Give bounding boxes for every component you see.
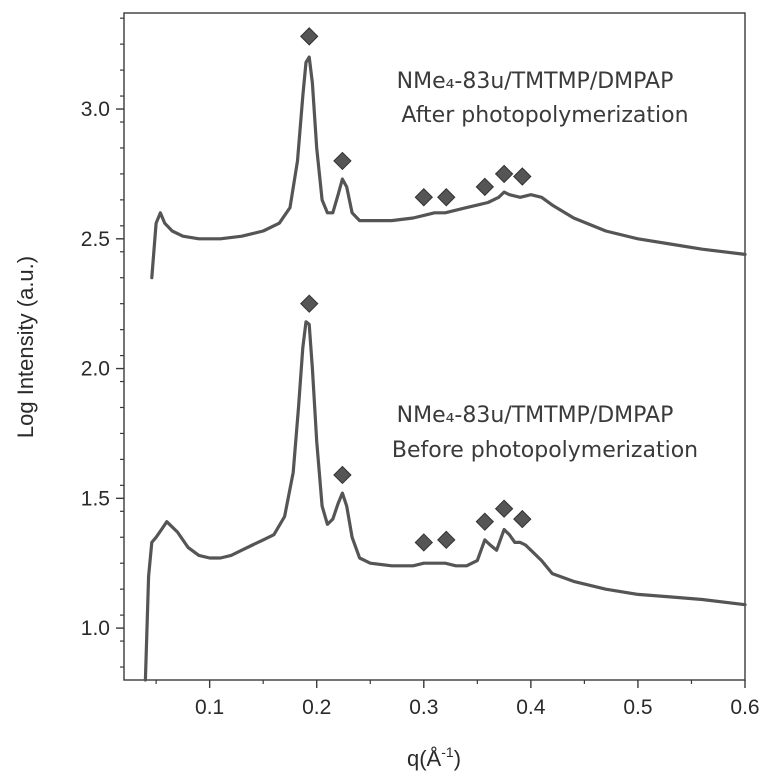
peak-diamond-marker	[300, 294, 319, 313]
peak-diamond-marker	[414, 188, 434, 207]
peak-marker-layer	[300, 27, 532, 552]
y-axis-title: Log Intensity (a.u.)	[13, 256, 38, 438]
after-annotation-line-2: After photopolymerization	[401, 103, 688, 128]
axis-title-layer: q(Å-1) Log Intensity (a.u.)	[13, 256, 461, 771]
x-tick-label: 0.2	[302, 696, 331, 719]
peak-diamond-marker	[475, 177, 495, 197]
x-tick-label: 0.4	[516, 696, 546, 719]
peak-diamond-marker	[437, 188, 456, 207]
peak-diamond-marker	[494, 499, 514, 518]
before-annotation-line-1: NMe₄-83u/TMTMP/DMPAP	[397, 403, 674, 428]
y-tick-label: 1.5	[81, 487, 110, 510]
peak-diamond-marker	[414, 533, 434, 552]
y-tick-label: 2.0	[81, 358, 110, 381]
x-tick-label: 0.3	[409, 696, 438, 719]
x-axis-title-close: )	[454, 746, 461, 771]
plot-area-border	[123, 12, 746, 681]
peak-diamond-marker	[475, 512, 495, 531]
x-tick-label: 0.6	[730, 696, 759, 719]
y-tick-label: 3.0	[81, 98, 110, 121]
axis-layer: 0.1 0.2 0.3 0.4 0.5 0.6 1.0 1.5 2.0 2.5 3.0	[81, 17, 760, 719]
before-photopolymerization-line	[143, 320, 747, 682]
after-annotation-line-1: NMe₄-83u/TMTMP/DMPAP	[397, 69, 674, 94]
x-tick-label: 0.5	[623, 696, 652, 719]
y-tick-label: 1.0	[81, 617, 110, 640]
peak-diamond-marker	[300, 27, 319, 46]
peak-diamond-marker	[513, 509, 532, 529]
y-tick-label: 2.5	[81, 228, 110, 251]
peak-diamond-marker	[333, 151, 352, 171]
x-axis-title: q(Å-1)	[407, 744, 461, 771]
after-photopolymerization-line	[150, 55, 747, 280]
peak-diamond-marker	[437, 530, 456, 550]
annotation-layer: NMe₄-83u/TMTMP/DMPAP After photopolymeri…	[392, 69, 698, 463]
series-layer	[143, 55, 747, 682]
x-axis-title-main: q(Å	[407, 746, 442, 771]
plot-frame	[123, 12, 746, 681]
peak-diamond-marker	[333, 465, 352, 485]
before-annotation-line-2: Before photopolymerization	[392, 438, 698, 463]
x-tick-label: 0.1	[195, 696, 224, 719]
x-axis-title-superscript: -1	[441, 744, 454, 760]
peak-diamond-marker	[513, 167, 532, 186]
peak-diamond-marker	[494, 164, 514, 184]
